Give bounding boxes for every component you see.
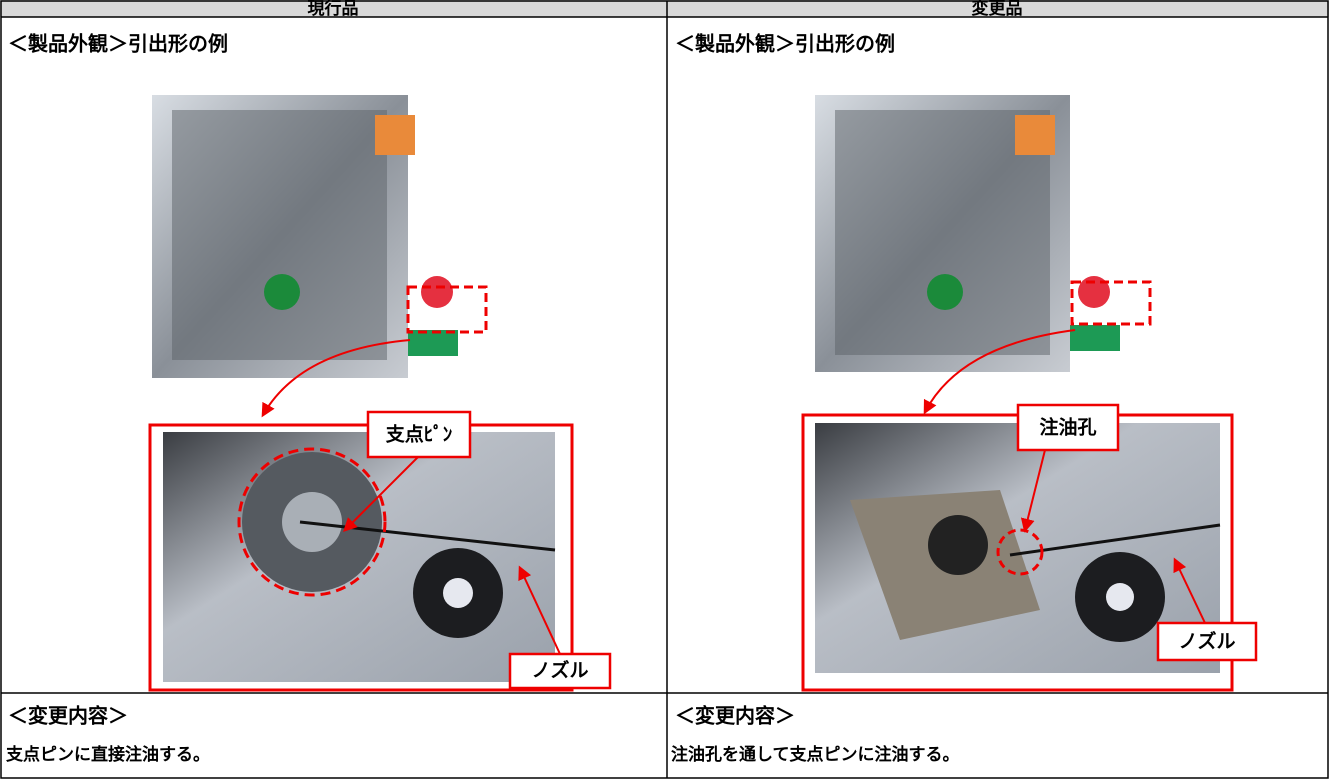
column-header: 変更品 [972, 0, 1023, 19]
change-title: ＜変更内容＞ [8, 704, 128, 728]
zoom-photo [148, 423, 574, 692]
callout-label: ノズル [531, 659, 588, 682]
callout-box [1156, 621, 1258, 662]
arrow [261, 339, 411, 418]
column-header: 現行品 [308, 0, 359, 19]
product-photo [815, 95, 1152, 372]
arrow [923, 329, 1076, 415]
arrow [518, 565, 561, 655]
callout-label: ノズル [1178, 630, 1235, 653]
arrow [1020, 449, 1046, 533]
section-title: ＜製品外観＞引出形の例 [8, 32, 228, 56]
callout-label: 注油孔 [1039, 416, 1096, 439]
section-title: ＜製品外観＞引出形の例 [675, 32, 895, 56]
arrow [343, 456, 419, 532]
callout-box [366, 410, 472, 459]
callout-label: 支点ﾋﾟﾝ [385, 423, 453, 446]
product-photo [152, 95, 488, 378]
callout-box [508, 652, 612, 690]
header-row [0, 0, 1329, 17]
change-text: 支点ピンに直接注油する。 [6, 744, 210, 765]
callout-box [1016, 403, 1120, 452]
change-text: 注油孔を通して支点ピンに注油する。 [671, 744, 960, 765]
change-title: ＜変更内容＞ [675, 704, 795, 728]
arrow [1173, 557, 1206, 624]
